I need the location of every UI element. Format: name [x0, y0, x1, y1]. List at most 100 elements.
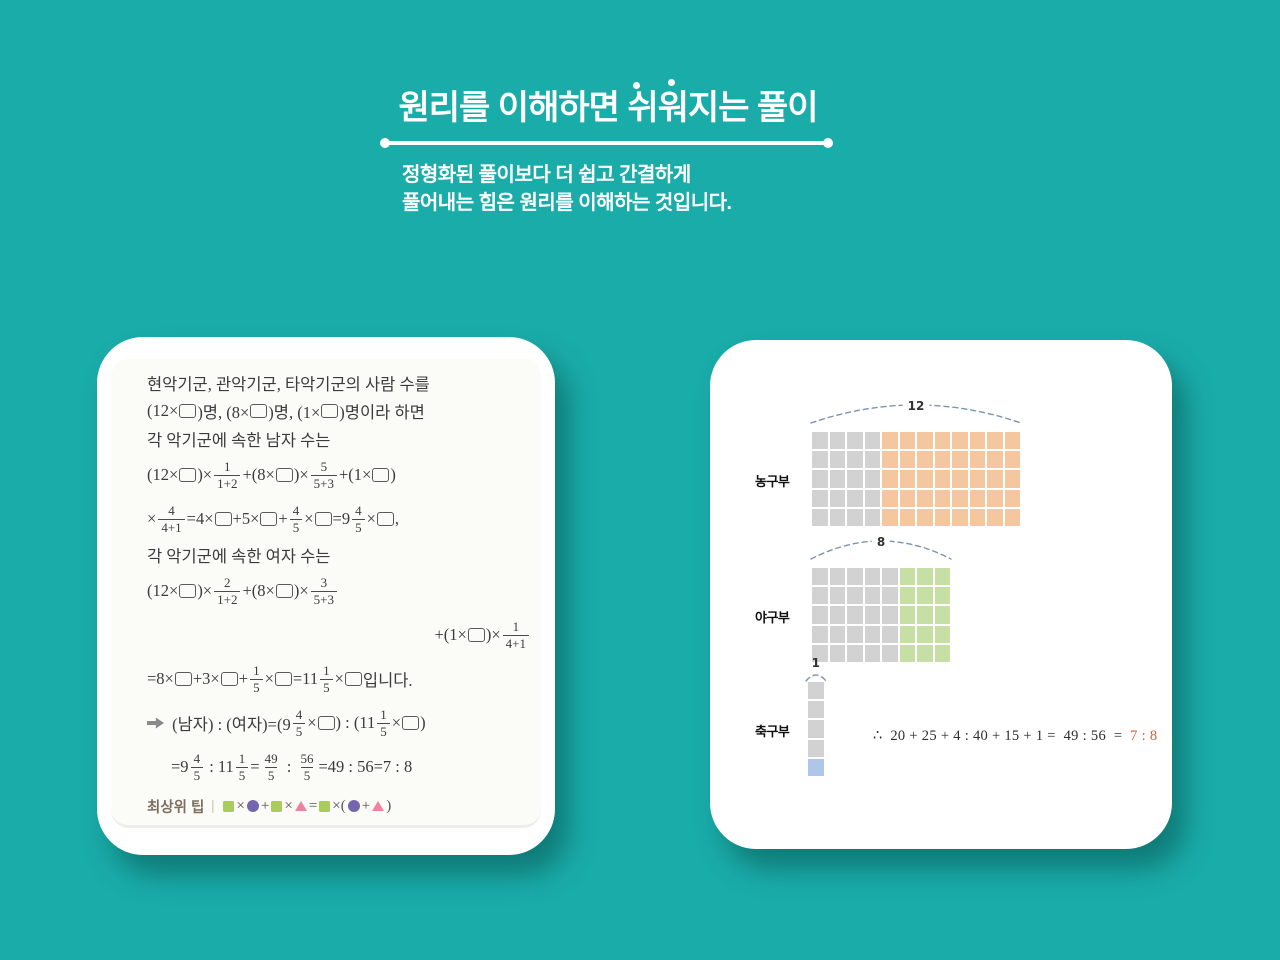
grid-cell [847, 568, 863, 586]
grid-cell [952, 432, 968, 450]
title-underline [385, 141, 829, 145]
solution-card: 현악기군, 관악기군, 타악기군의 사람 수를 (12× )명, (8× )명, (1… [97, 337, 555, 855]
fraction: 56 5 [297, 752, 316, 782]
blank-box [376, 512, 394, 526]
grid-cell [847, 432, 863, 450]
fraction-numerator: 4 [168, 503, 175, 518]
math-text: =9 [171, 757, 189, 776]
triangle-icon [294, 801, 307, 811]
grid-cell [969, 508, 985, 526]
unit-grid-baseball [812, 568, 950, 662]
math-text: ) [420, 713, 426, 732]
grid-cell [934, 587, 950, 605]
math-text: )명, (8× [197, 403, 250, 422]
blank-box [220, 672, 238, 686]
square-icon [271, 800, 283, 812]
grid-cell [882, 508, 898, 526]
grid-cell [808, 701, 824, 719]
math-text: 각 악기군에 속한 남자 수는 [147, 431, 331, 450]
grid-cell [812, 451, 828, 469]
grid-cell [899, 489, 915, 507]
fraction: 4 4+1 [158, 503, 185, 534]
grid-cell [882, 644, 898, 662]
math-text: =9 [332, 509, 351, 528]
fraction: 49 5 [262, 752, 281, 782]
grid-cell [882, 587, 898, 605]
math-text: +(1× [434, 625, 467, 644]
math-line: =9 4 5 : 11 1 5 = 49 5 : 56 5 =49 : 56=7 : 8 [147, 745, 535, 789]
math-text: +5× [232, 509, 260, 528]
brace-count-basketball: 12 [902, 399, 930, 414]
unit-grid-basketball [812, 432, 1020, 526]
math-line: 현악기군, 관악기군, 타악기군의 사람 수를 [147, 369, 535, 397]
fraction-numerator: 4 [193, 751, 201, 766]
grid-cell [864, 470, 880, 488]
blank-box [179, 584, 197, 598]
brace-count-baseball: 8 [871, 535, 891, 550]
grid-cell [899, 451, 915, 469]
grid-cell [808, 758, 824, 776]
grid-cell [864, 625, 880, 643]
math-text: (남자) : (여자)=(9 [168, 715, 291, 734]
grid-cell [847, 470, 863, 488]
circle-icon [246, 800, 259, 812]
fraction-numerator: 5 [320, 459, 328, 474]
grid-cell [969, 451, 985, 469]
subtitle-line-1: 정형화된 풀이보다 더 쉽고 간결하게 [402, 164, 691, 186]
fraction-denominator: 1+2 [214, 590, 241, 607]
math-text: +3× [192, 669, 220, 688]
grid-cell [829, 489, 845, 507]
math-text: )명, (1× [268, 403, 321, 422]
fraction-numerator: 4 [355, 503, 362, 518]
math-line: 각 악기군에 속한 여자 수는 [147, 541, 535, 569]
grid-cell [987, 489, 1003, 507]
math-text: + [260, 797, 270, 814]
math-line: 각 악기군에 속한 남자 수는 [147, 425, 535, 453]
grid-cell [847, 587, 863, 605]
grid-cell [847, 606, 863, 624]
title-accent-dot-1 [633, 82, 640, 89]
fraction-denominator: 5 [352, 518, 365, 535]
grid-cell [1004, 432, 1020, 450]
grid-cell [864, 489, 880, 507]
grid-cell [882, 606, 898, 624]
math-text: + [278, 509, 288, 528]
grid-cell [899, 508, 915, 526]
grid-cell [899, 432, 915, 450]
grid-cell [812, 489, 828, 507]
grid-cell [917, 489, 933, 507]
grid-cell [934, 451, 950, 469]
fraction-denominator: 5 [250, 678, 263, 695]
math-text: (12× [147, 401, 179, 420]
math-text: × [366, 509, 376, 528]
grid-cell [934, 625, 950, 643]
grid-cell [987, 470, 1003, 488]
fraction-numerator: 3 [320, 575, 328, 590]
blank-box [179, 468, 197, 482]
grid-cell [864, 644, 880, 662]
blank-box [250, 404, 268, 418]
math-text: )명이라 하면 [339, 403, 425, 422]
page-title: 원리를 이해하면 쉬워지는 풀이 [398, 89, 819, 127]
math-text: (12× [147, 465, 179, 484]
grid-cell [969, 489, 985, 507]
math-text: 각 악기군에 속한 여자 수는 [147, 547, 331, 566]
blank-box [275, 584, 293, 598]
blank-box [402, 716, 420, 730]
grid-cell [934, 508, 950, 526]
blank-box [372, 468, 390, 482]
blank-box [275, 468, 293, 482]
grid-cell [934, 489, 950, 507]
grid-cell [917, 606, 933, 624]
grid-cell [829, 644, 845, 662]
grid-cell [812, 568, 828, 586]
math-text: : 11 [205, 757, 234, 776]
grid-cell [829, 432, 845, 450]
fraction: 2 1+2 [214, 576, 241, 607]
grid-cell [1004, 451, 1020, 469]
fraction-denominator: 5 [289, 518, 303, 535]
grid-cell [882, 568, 898, 586]
conclusion-expression: ∴ 20 + 25 + 4 : 40 + 15 + 1 = 49 : 56 = [873, 728, 1131, 744]
